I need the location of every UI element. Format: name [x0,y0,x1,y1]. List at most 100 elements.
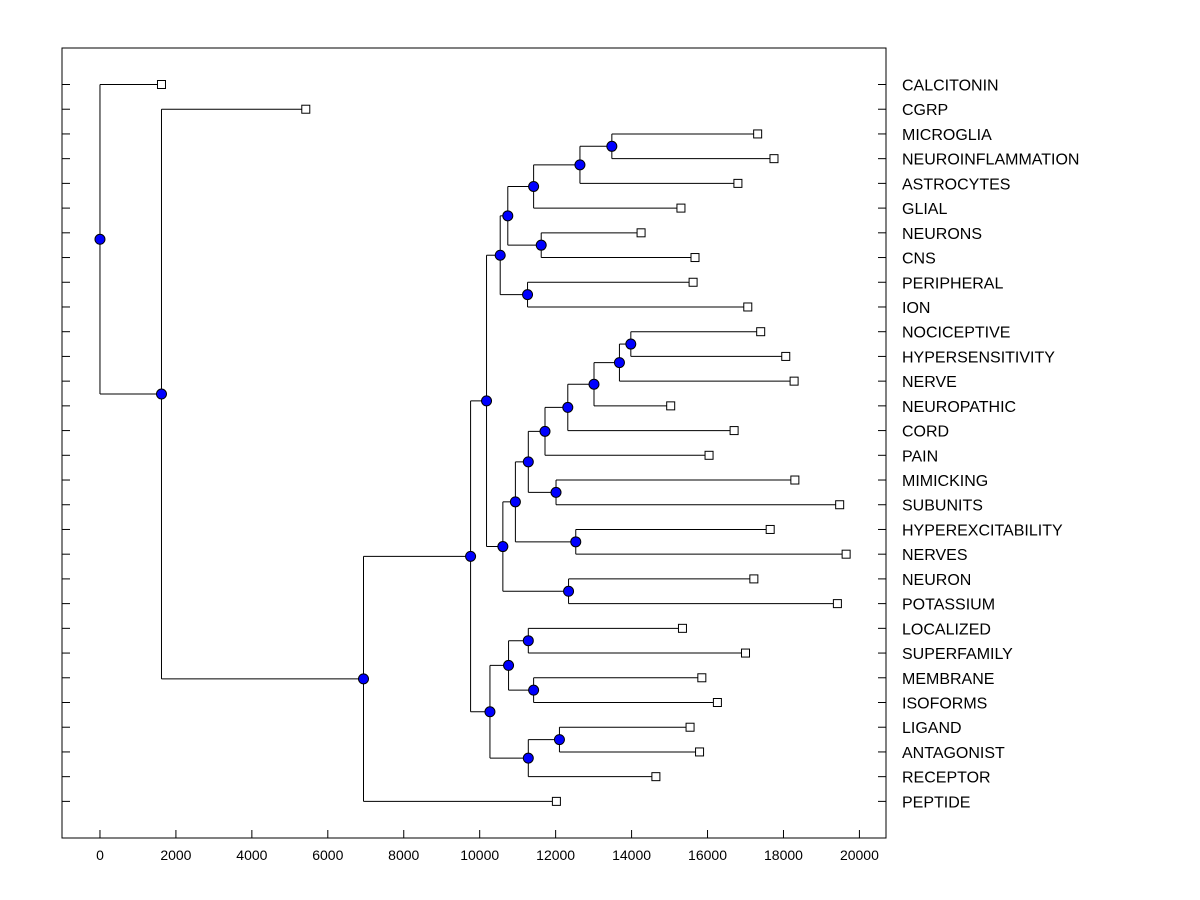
merge-node [484,706,496,718]
x-tick-label: 8000 [388,847,419,863]
merge-node [606,140,618,152]
leaf-label: LIGAND [902,720,962,737]
leaf-marker [749,574,759,584]
leaf-marker [733,178,743,188]
leaf-label: CALCITONIN [902,78,999,95]
leaf-marker [841,549,851,559]
leaf-label: LOCALIZED [902,621,991,638]
leaf-marker [790,475,800,485]
x-tick-label: 0 [96,847,104,863]
leaf-label: CGRP [902,102,948,119]
leaf-marker [756,327,766,337]
leaf-marker [832,599,842,609]
leaf-label: POTASSIUM [902,597,995,614]
leaf-label: ISOFORMS [902,696,987,713]
leaf-marker [712,698,722,707]
leaf-marker [704,450,714,460]
leaf-marker [551,796,561,806]
leaf-marker [301,104,311,114]
merge-node [588,378,600,390]
leaf-label: NEUROPATHIC [902,399,1016,416]
leaf-marker [666,401,676,411]
merge-node [522,456,534,468]
leaf-marker [769,154,779,164]
leaf-label: CORD [902,424,949,441]
leaf-marker [695,747,705,757]
merge-node [522,289,534,301]
merge-node [497,541,509,553]
leaf-marker [781,351,791,361]
merge-node [562,401,574,413]
merge-node [503,659,515,671]
leaf-label: GLIAL [902,201,947,218]
axis-ticks: 0 2000 4000 6000 8000 10000 12000 14000 16000 180… [62,84,886,863]
merge-node [502,210,514,222]
leaf-label: NERVES [902,547,968,564]
x-tick-label: 4000 [236,847,267,863]
leaf-marker [651,772,661,782]
merge-node [574,159,586,171]
merge-node [358,673,370,685]
leaf-markers [156,80,851,806]
x-tick-label: 18000 [764,847,803,863]
merge-node [522,635,534,647]
leaf-label: ION [902,300,930,317]
merge-node [563,585,575,597]
x-tick-label: 6000 [312,847,343,863]
merge-node [625,338,637,350]
leaf-marker [729,426,739,436]
merge-node [535,239,547,251]
x-tick-label: 12000 [536,847,575,863]
merge-node [494,249,506,261]
merge-node [481,395,493,407]
leaf-labels: CALCITONIN CGRP MICROGLIA NEUROINFLAMMATION… [902,78,1079,812]
merge-node [528,180,540,192]
leaf-marker [676,203,686,213]
leaf-marker [688,277,698,287]
leaf-label: NERVE [902,374,957,391]
leaf-marker [835,500,845,510]
leaf-label: NEUROINFLAMMATION [902,152,1079,169]
merge-node [94,233,106,245]
x-tick-label: 20000 [840,847,879,863]
x-tick-label: 2000 [160,847,191,863]
leaf-label: PAIN [902,448,938,465]
leaf-marker [789,376,799,386]
leaf-label: HYPERSENSITIVITY [902,349,1055,366]
leaf-marker [685,722,695,732]
leaf-label: RECEPTOR [902,770,991,787]
leaf-label: HYPEREXCITABILITY [902,522,1063,539]
leaf-label: PERIPHERAL [902,275,1003,292]
leaf-label: MEMBRANE [902,671,994,688]
leaf-marker [690,253,700,263]
merge-node [155,388,167,400]
leaf-marker [636,228,646,238]
merge-node [613,357,625,369]
merge-node [553,734,565,746]
leaf-label: NOCICEPTIVE [902,325,1010,342]
leaf-label: ASTROCYTES [902,176,1010,193]
leaf-marker [156,80,166,89]
merge-nodes [94,140,637,764]
merge-node [528,684,540,696]
x-tick-label: 16000 [688,847,727,863]
leaf-label: CNS [902,251,936,268]
leaf-marker [743,302,753,312]
leaf-label: SUBUNITS [902,498,983,515]
leaf-label: NEURON [902,572,971,589]
merge-node [550,486,562,498]
merge-node [522,752,534,764]
leaf-marker [765,524,775,534]
leaf-label: MIMICKING [902,473,988,490]
x-tick-label: 10000 [460,847,499,863]
merge-node [570,536,582,548]
leaf-marker [697,673,707,683]
leaf-label: NEURONS [902,226,982,243]
merge-node [465,550,477,562]
leaf-label: ANTAGONIST [902,745,1005,762]
x-tick-label: 14000 [612,847,651,863]
merge-node [539,425,551,437]
leaf-marker [753,129,763,139]
merge-node [509,496,521,508]
